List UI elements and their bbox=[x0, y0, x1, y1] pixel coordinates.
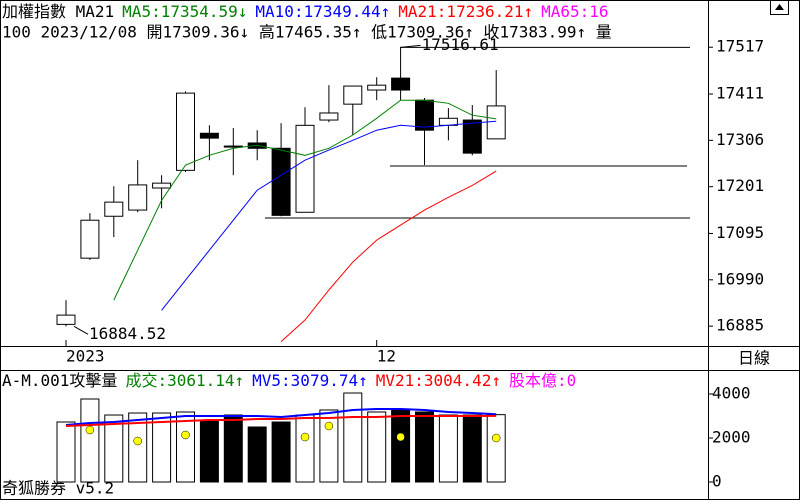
candle-body bbox=[223, 145, 243, 148]
candle-body bbox=[199, 132, 219, 139]
candle-body bbox=[271, 147, 291, 216]
moving-average bbox=[280, 170, 497, 342]
volume-bar bbox=[199, 419, 219, 483]
candle-body bbox=[486, 105, 506, 140]
volume-bar bbox=[271, 421, 291, 483]
marker-dot bbox=[324, 421, 334, 431]
candle-body bbox=[152, 182, 172, 189]
marker-dot bbox=[491, 433, 501, 443]
y-tick-label: 17411 bbox=[716, 84, 764, 103]
y-tick-label: 0 bbox=[712, 472, 722, 491]
volume-bar bbox=[438, 414, 458, 483]
annotation-leader bbox=[400, 44, 421, 48]
candle-body bbox=[415, 99, 434, 131]
candle-body bbox=[176, 92, 195, 171]
ohlc-summary: 100 2023/12/08 開17309.36↓ 高17465.35↑ 低17… bbox=[2, 23, 612, 42]
marker-dot bbox=[133, 436, 142, 446]
volume-bar bbox=[128, 412, 148, 483]
volume-bar bbox=[462, 414, 482, 483]
volume-bar bbox=[319, 409, 339, 483]
annotation: 16884.52 bbox=[89, 324, 166, 343]
moving-average bbox=[161, 120, 497, 311]
legend-entry: MA10:17349.44↑ bbox=[255, 2, 390, 21]
y-tick-label: 17095 bbox=[716, 223, 764, 242]
legend-entry: 股本億:0 bbox=[509, 371, 576, 390]
y-tick-label: 16990 bbox=[716, 269, 764, 288]
volume-bar bbox=[104, 414, 124, 483]
chart-title: A-M.001攻擊量 bbox=[2, 371, 117, 390]
candle-body bbox=[128, 184, 148, 211]
volume-bar bbox=[343, 392, 363, 483]
legend-entry: MA5:17354.59↓ bbox=[122, 2, 247, 21]
chart-title: 加權指數 MA21 bbox=[2, 2, 114, 21]
legend-entry: MA21:17236.21↑ bbox=[398, 2, 533, 21]
candle-body bbox=[462, 119, 482, 154]
scroll-arrow bbox=[775, 4, 784, 10]
candle-body bbox=[391, 77, 411, 91]
volume-average bbox=[65, 414, 497, 427]
volume-bar bbox=[176, 411, 195, 483]
y-tick-label: 17306 bbox=[716, 130, 764, 149]
y-tick-label: 17517 bbox=[716, 37, 764, 56]
volume-bar bbox=[80, 398, 100, 483]
volume-bar bbox=[486, 414, 506, 483]
volume-bar bbox=[415, 411, 434, 483]
volume-legend: A-M.001攻擊量 成交:3061.14↑ MV5:3079.74↑ MV21:30… bbox=[2, 371, 576, 390]
y-tick-label: 17201 bbox=[716, 176, 764, 195]
candle-body bbox=[56, 314, 76, 325]
y-tick-label: 16885 bbox=[716, 316, 764, 335]
price-legend: 加權指數 MA21 MA5:17354.59↓ MA10:17349.44↑ MA21… bbox=[2, 2, 609, 21]
marker-dot bbox=[300, 432, 310, 442]
candle-body bbox=[343, 85, 363, 105]
marker-dot bbox=[396, 432, 405, 442]
footer: 奇狐勝券 v5.2 bbox=[2, 479, 114, 498]
legend-entry: 成交:3061.14↑ bbox=[125, 371, 244, 390]
volume-average bbox=[65, 408, 497, 426]
volume-bar bbox=[247, 426, 267, 483]
period-label: 日線 bbox=[738, 349, 770, 368]
candle-body bbox=[319, 112, 339, 121]
volume-bar bbox=[56, 421, 76, 483]
legend-entry: MA65:16 bbox=[541, 2, 608, 21]
volume-bar bbox=[295, 414, 315, 483]
marker-dot bbox=[181, 430, 190, 440]
legend-entry: MV21:3004.42↑ bbox=[376, 371, 501, 390]
candle-body bbox=[295, 124, 315, 213]
volume-bar bbox=[223, 414, 243, 483]
annotation: 17516.61 bbox=[422, 35, 499, 54]
candle-body bbox=[367, 84, 387, 91]
y-tick-label: 2000 bbox=[712, 428, 751, 447]
y-tick-label: 4000 bbox=[712, 384, 751, 403]
volume-bar bbox=[391, 409, 411, 483]
volume-bar bbox=[367, 411, 387, 483]
candle-body bbox=[80, 219, 100, 259]
marker-dot bbox=[85, 425, 95, 435]
volume-bar bbox=[152, 412, 172, 483]
candle-body bbox=[104, 201, 124, 217]
annotation-leader bbox=[73, 325, 89, 335]
x-tick-label: 12 bbox=[377, 347, 396, 366]
legend-entry: MV5:3079.74↑ bbox=[252, 371, 368, 390]
moving-average bbox=[113, 99, 497, 301]
x-tick-label: 2023 bbox=[66, 347, 105, 366]
